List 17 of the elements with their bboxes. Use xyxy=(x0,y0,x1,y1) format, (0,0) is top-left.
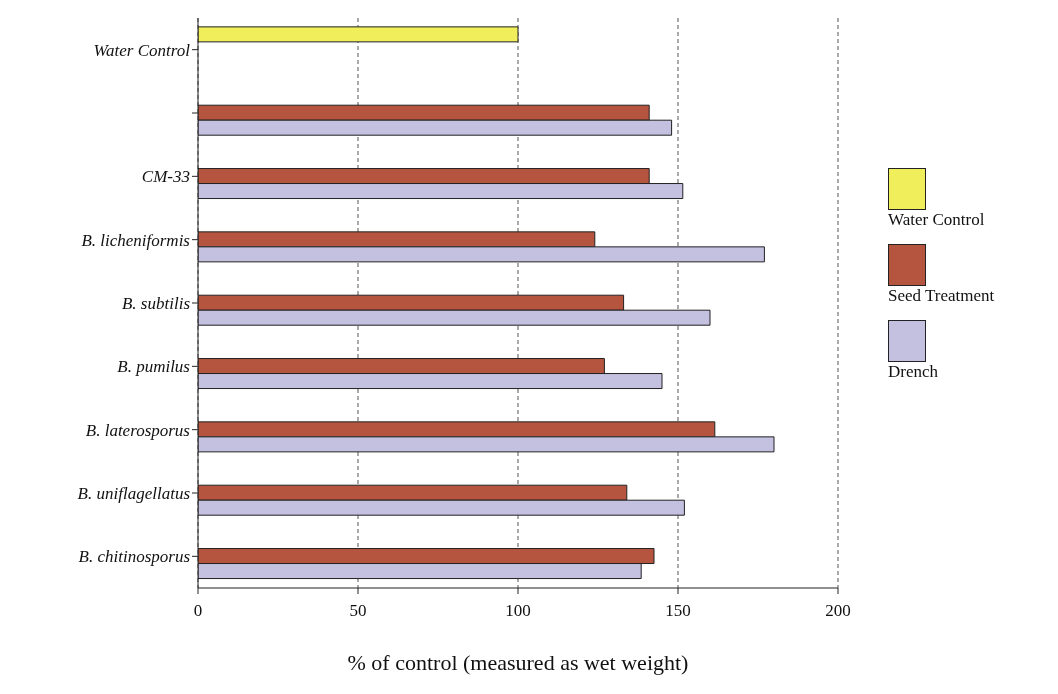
x-tick-label: 0 xyxy=(193,601,203,621)
y-tick-label: CM-33 xyxy=(141,167,190,187)
x-tick-label: 100 xyxy=(505,601,531,621)
y-tick-label: B. laterosporus xyxy=(85,420,191,440)
y-tick-label: B. licheniformis xyxy=(81,230,191,250)
text: Drench xyxy=(888,362,940,382)
x-tick-label: 150 xyxy=(665,601,691,621)
text: Seed Treatment xyxy=(888,286,995,306)
y-tick-label: B. uniflagellatus xyxy=(77,484,191,504)
x-tick-label: 200 xyxy=(825,601,851,621)
text: Water Control xyxy=(888,210,986,230)
y-tick-label: B. chitinosporus xyxy=(78,547,191,567)
y-tick-label: B. subtilis xyxy=(121,294,191,314)
y-tick-label: Water Control xyxy=(93,40,191,60)
y-tick-label: B. pumilus xyxy=(117,357,191,377)
x-axis-title: % of control (measured as wet weight) xyxy=(347,650,689,675)
x-tick-label: 50 xyxy=(349,601,367,621)
